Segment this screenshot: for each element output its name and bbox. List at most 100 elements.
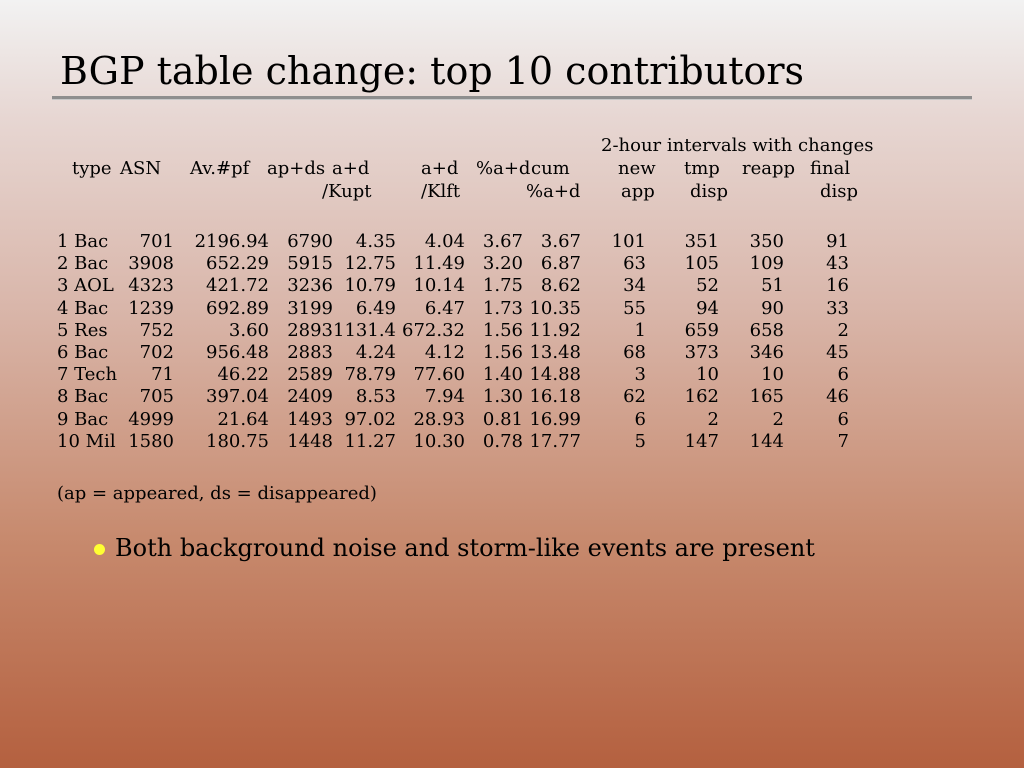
cell-avpf: 692.89 (206, 297, 269, 319)
cell-ad-klft: 672.32 (402, 319, 465, 341)
cell-type: 1 Bac (57, 231, 109, 252)
cell-asn: 4999 (128, 408, 174, 430)
header-pct-ad: %a+d (476, 158, 531, 179)
cell-avpf: 180.75 (206, 430, 269, 452)
cell-reapp: 346 (749, 342, 784, 363)
cell-reapp: 350 (749, 231, 784, 252)
bullet-dot-icon (94, 544, 105, 555)
cell-ad-klft: 6.47 (424, 297, 465, 319)
header-apds: ap+ds (267, 158, 326, 179)
header-cum-line2: %a+d (526, 181, 581, 202)
cell-tmp-disp: 659 (684, 319, 719, 341)
cell-ad-klft: 28.93 (413, 408, 465, 430)
cell-asn: 1580 (128, 430, 174, 452)
cell-new-app: 63 (623, 253, 646, 275)
cell-apds: 6790 (287, 231, 333, 252)
header-tmp-line2: disp (690, 181, 729, 202)
cell-new-app: 6 (634, 408, 646, 430)
cell-tmp-disp: 373 (684, 342, 719, 363)
cell-new-app: 3 (634, 364, 646, 386)
cell-final-disp: 16 (826, 275, 849, 297)
cell-reapp: 90 (761, 297, 784, 319)
cell-ad-kupt: 97.02 (344, 408, 396, 430)
cell-ad-klft: 4.04 (424, 231, 465, 252)
cell-ad-kupt: 10.79 (344, 275, 396, 297)
header-ad-klft-line1: a+d (421, 158, 459, 179)
cell-new-app: 62 (623, 386, 646, 408)
cell-asn: 701 (139, 231, 174, 252)
cell-apds: 3236 (287, 275, 333, 297)
cell-tmp-disp: 147 (684, 430, 719, 452)
cell-ad-kupt: 78.79 (344, 364, 396, 386)
cell-ad-klft: 10.30 (413, 430, 465, 452)
cell-pct-ad: 1.73 (482, 297, 523, 319)
cell-pct-ad: 1.40 (482, 364, 523, 386)
header-ad-kupt-line2: /Kupt (322, 181, 372, 202)
cell-pct-ad: 1.56 (482, 342, 523, 363)
cell-cum: 11.92 (529, 319, 581, 341)
cell-final-disp: 91 (826, 231, 849, 252)
cell-avpf: 652.29 (206, 253, 269, 275)
cell-final-disp: 46 (826, 386, 849, 408)
cell-final-disp: 2 (837, 319, 849, 341)
cell-avpf: 397.04 (206, 386, 269, 408)
cell-tmp-disp: 105 (684, 253, 719, 275)
cell-cum: 16.99 (529, 408, 581, 430)
cell-tmp-disp: 10 (696, 364, 719, 386)
cell-type: 7 Tech (57, 364, 118, 386)
cell-pct-ad: 0.81 (482, 408, 523, 430)
cell-type: 6 Bac (57, 342, 109, 363)
cell-reapp: 144 (749, 430, 784, 452)
cell-asn: 752 (139, 319, 174, 341)
cell-apds: 2893 (287, 319, 333, 341)
cell-avpf: 421.72 (206, 275, 269, 297)
cell-cum: 6.87 (540, 253, 581, 275)
cell-avpf: 956.48 (206, 342, 269, 363)
cell-ad-kupt: 11.27 (344, 430, 396, 452)
cell-ad-kupt: 8.53 (355, 386, 396, 408)
cell-new-app: 101 (611, 231, 646, 252)
slide-title: BGP table change: top 10 contributors (60, 49, 805, 93)
cell-cum: 10.35 (529, 297, 581, 319)
cell-pct-ad: 3.20 (482, 253, 523, 275)
cell-ad-kupt: 4.24 (355, 342, 396, 363)
cell-type: 10 Mil (57, 430, 116, 452)
header-ad-kupt-line1: a+d (332, 158, 370, 179)
header-tmp-line1: tmp (684, 158, 720, 179)
header-type: type (72, 158, 112, 179)
cell-ad-klft: 11.49 (413, 253, 465, 275)
cell-asn: 1239 (128, 297, 174, 319)
cell-reapp: 165 (749, 386, 784, 408)
cell-asn: 71 (151, 364, 174, 386)
cell-new-app: 5 (634, 430, 646, 452)
cell-new-app: 34 (623, 275, 646, 297)
header-cum-line1: cum (531, 158, 570, 179)
cell-type: 4 Bac (57, 297, 109, 319)
cell-cum: 14.88 (529, 364, 581, 386)
cell-type: 5 Res (57, 319, 108, 341)
cell-apds: 2589 (287, 364, 333, 386)
header-final-line2: disp (820, 181, 859, 202)
header-avpf: Av.#pf (190, 158, 250, 179)
cell-pct-ad: 1.30 (482, 386, 523, 408)
cell-apds: 5915 (287, 253, 333, 275)
cell-tmp-disp: 351 (684, 231, 719, 252)
header-final-line1: final (810, 158, 851, 179)
cell-apds: 1448 (287, 430, 333, 452)
cell-tmp-disp: 2 (707, 408, 719, 430)
cell-pct-ad: 3.67 (482, 231, 523, 252)
cell-reapp: 658 (749, 319, 784, 341)
cell-final-disp: 6 (837, 364, 849, 386)
cell-cum: 8.62 (540, 275, 581, 297)
cell-tmp-disp: 94 (696, 297, 719, 319)
cell-asn: 702 (139, 342, 174, 363)
cell-final-disp: 43 (826, 253, 849, 275)
cell-apds: 2409 (287, 386, 333, 408)
cell-type: 3 AOL (57, 275, 114, 297)
cell-cum: 16.18 (529, 386, 581, 408)
cell-asn: 4323 (128, 275, 174, 297)
cell-pct-ad: 1.75 (482, 275, 523, 297)
header-new-line2: app (621, 181, 655, 202)
cell-pct-ad: 0.78 (482, 430, 523, 452)
cell-ad-kupt: 12.75 (344, 253, 396, 275)
